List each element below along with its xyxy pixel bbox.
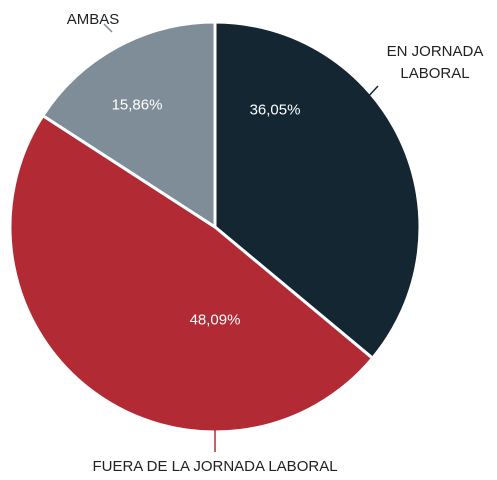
pie-slice [213,20,422,360]
pie-slice [41,20,217,229]
slice-label: FUERA DE LA JORNADA LABORAL [92,458,338,475]
pie-slice [8,114,375,434]
slice-label: EN JORNADA LABORAL [386,43,484,82]
value-label: 48,09% [189,311,241,329]
leader-line [103,23,113,33]
value-label: 36,05% [249,101,301,119]
value-label: 15,86% [111,96,163,114]
leader-line [364,85,379,101]
slice-label: AMBAS [66,11,120,28]
